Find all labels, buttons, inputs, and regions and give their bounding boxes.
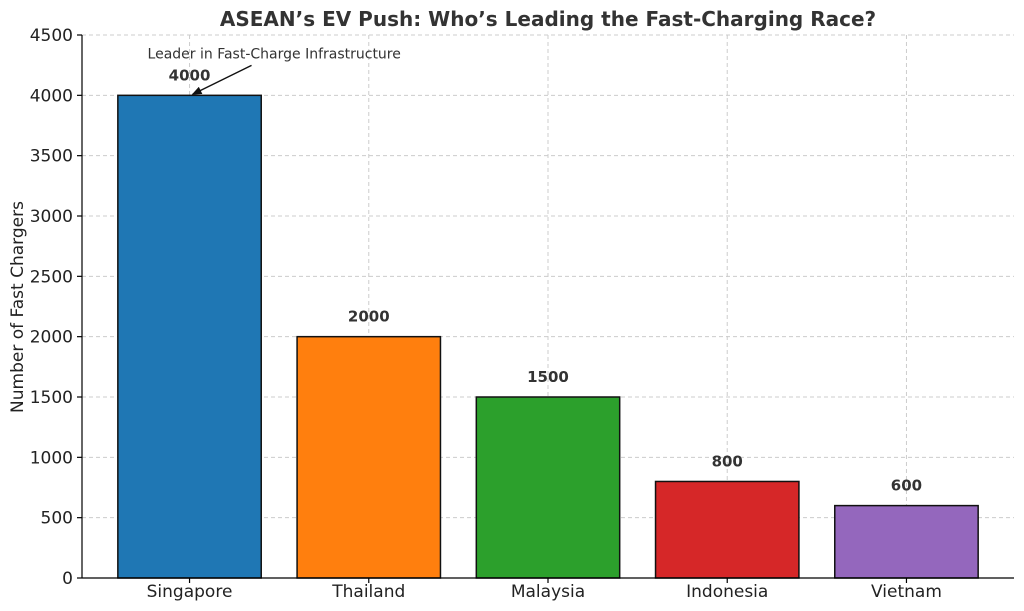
y-tick-label: 2500 [30,267,73,287]
chart-title: ASEAN’s EV Push: Who’s Leading the Fast-… [220,7,876,31]
bar-malaysia [475,396,621,579]
bar-indonesia [654,480,800,579]
axes: 0 500 1000 1500 2000 2500 3000 3500 4000 4500 Sing… [30,26,1014,602]
y-tick-label: 4000 [30,86,73,106]
data-labels: 4000 2000 1500 800 600 [169,66,922,494]
data-label: 600 [891,477,922,495]
annotation-arrow [191,64,252,95]
x-tick-label: Malaysia [511,582,585,602]
annotation: Leader in Fast-Charge Infrastructure [148,46,401,95]
data-label: 4000 [169,66,211,84]
bar-singapore [117,94,262,579]
y-tick-label: 2000 [30,328,73,348]
data-label: 2000 [348,308,390,326]
data-label: 800 [712,452,743,470]
y-tick-label: 3500 [30,147,73,167]
bars [117,94,979,579]
y-axis-label: Number of Fast Chargers [8,201,28,413]
y-tick-label: 0 [62,569,73,589]
x-tick-label: Indonesia [686,582,768,602]
y-tick-label: 1500 [30,388,73,408]
x-tick-label: Vietnam [871,582,942,602]
bar-vietnam [834,504,979,579]
bar-thailand [296,335,442,579]
annotation-text: Leader in Fast-Charge Infrastructure [148,46,401,62]
y-tick-label: 1000 [30,448,73,468]
x-tick-label: Thailand [331,582,405,602]
y-tick-label: 500 [41,509,73,529]
data-label: 1500 [527,368,569,386]
y-tick-label: 4500 [30,26,73,46]
y-tick-label: 3000 [30,207,73,227]
x-tick-label: Singapore [147,582,233,602]
